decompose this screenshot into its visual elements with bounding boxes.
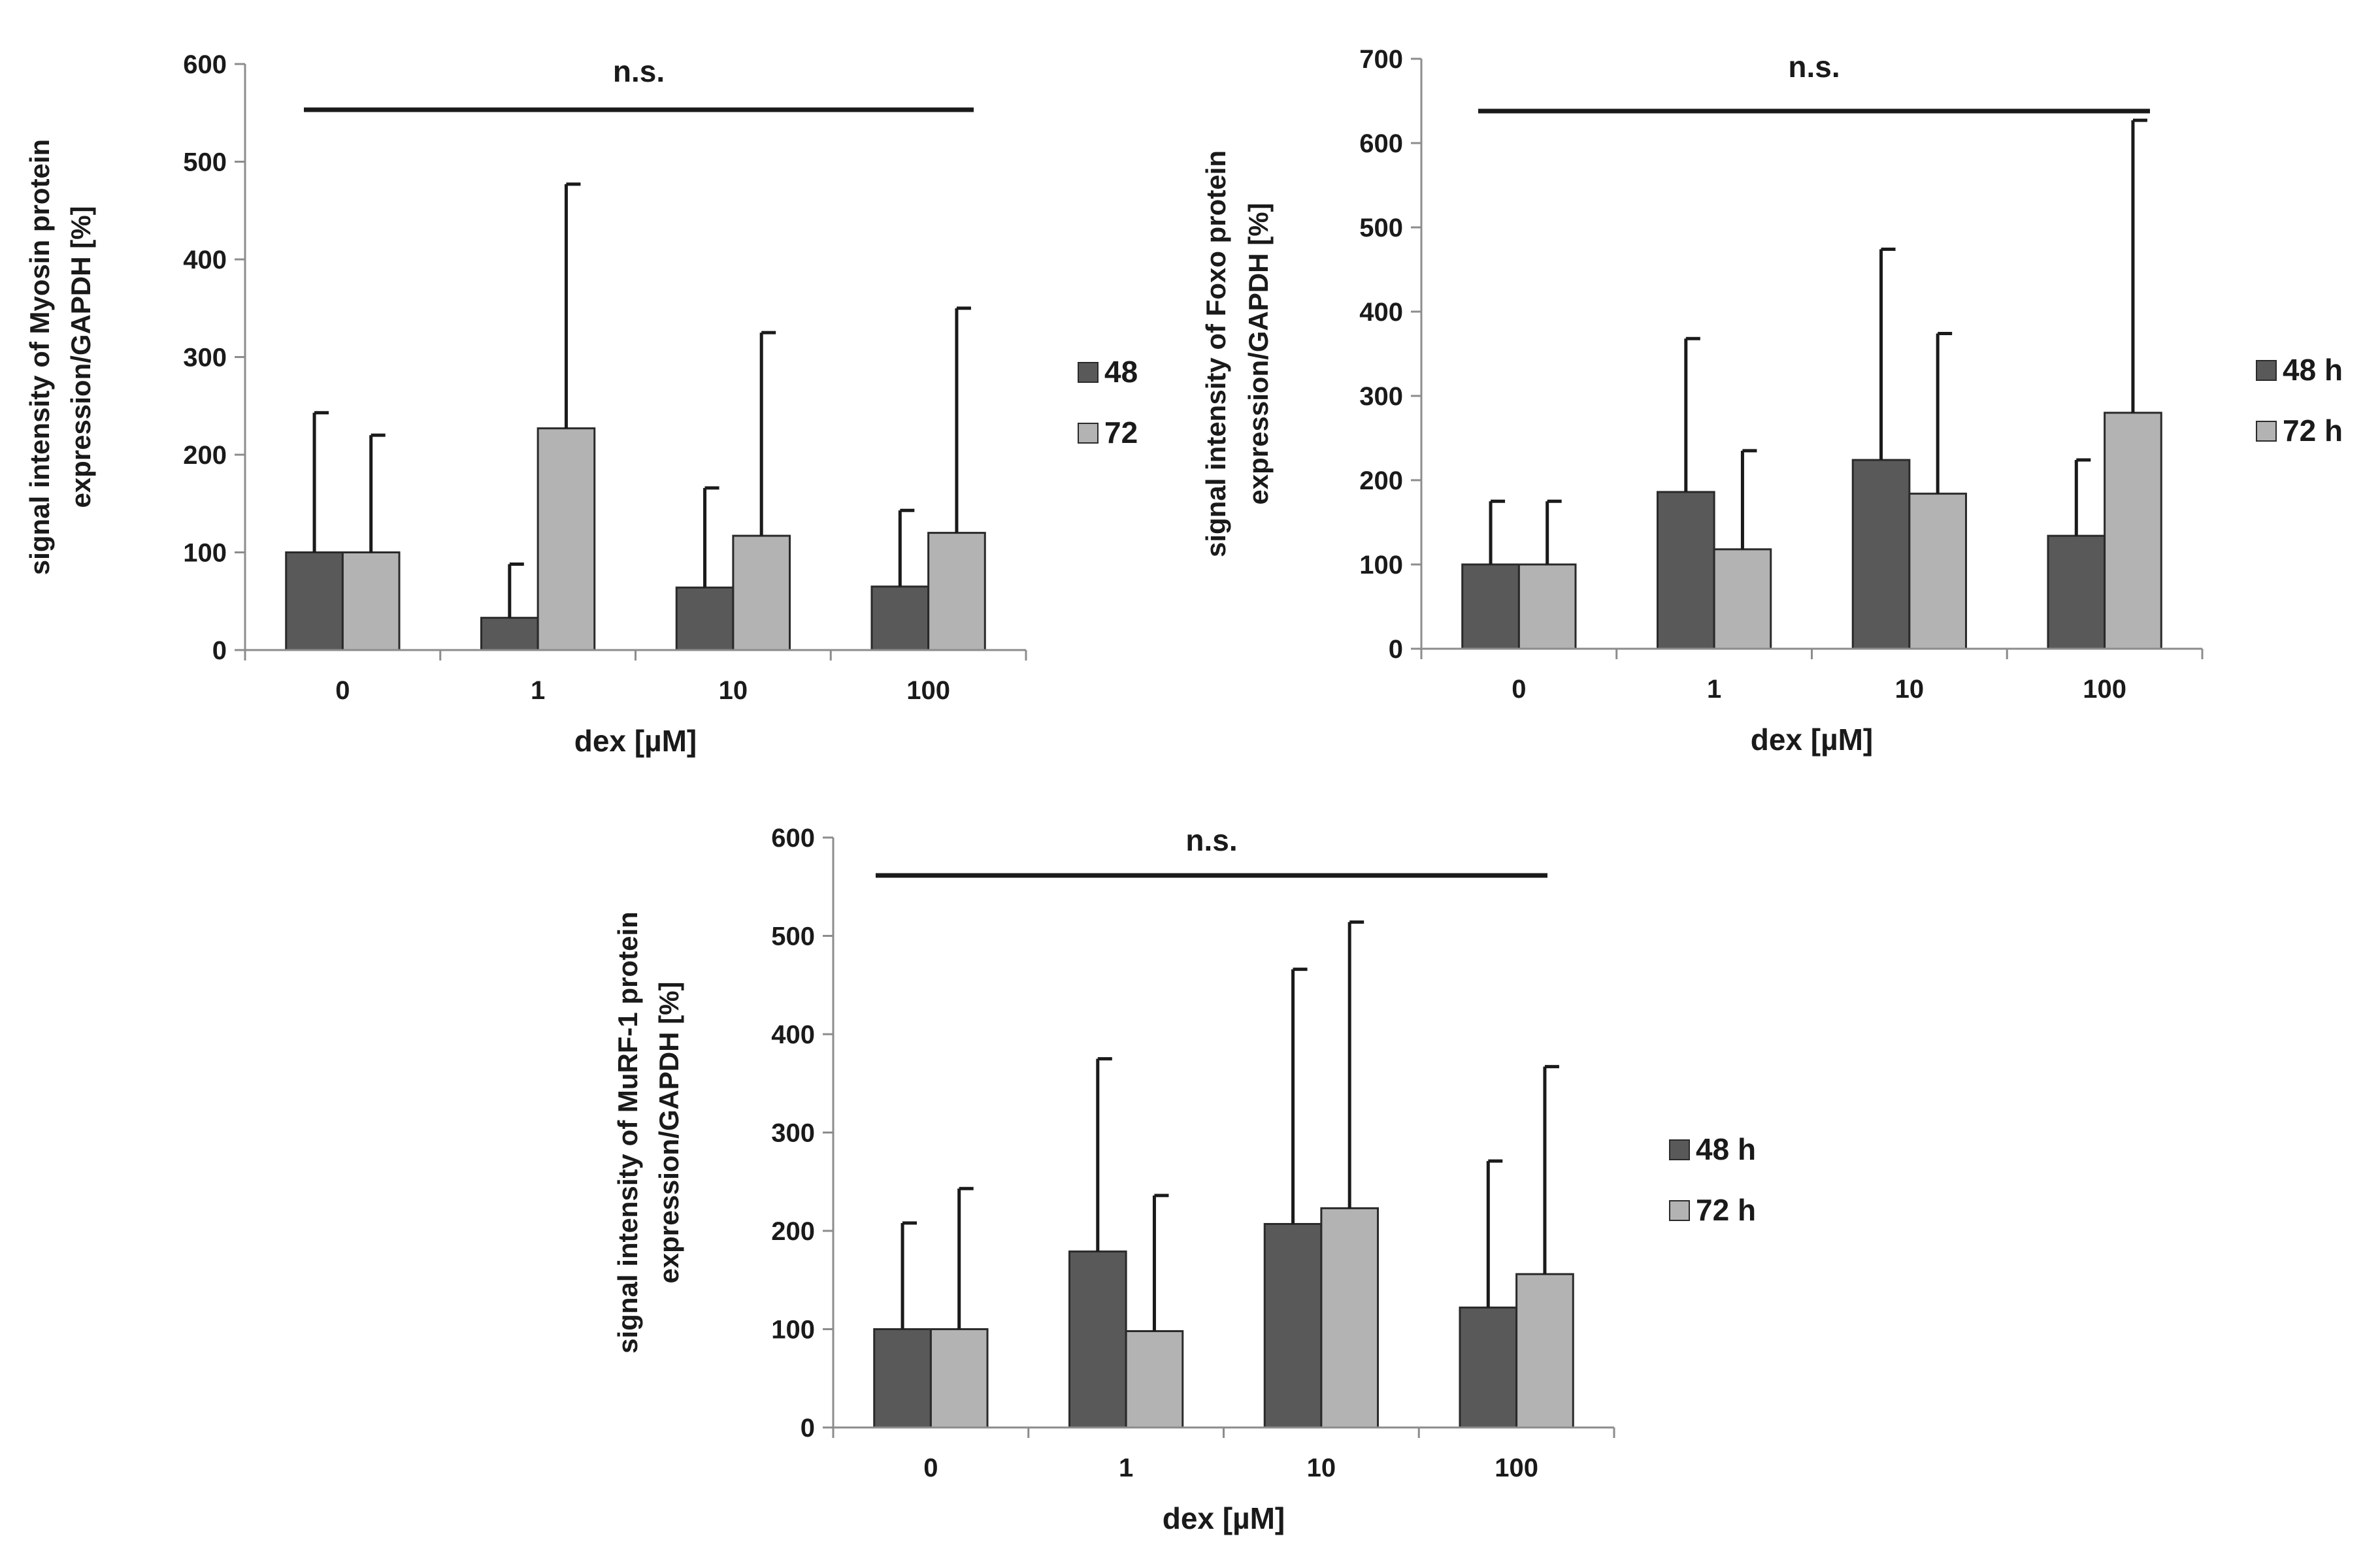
bar-72h-10: [1320, 1207, 1380, 1429]
legend-label: 48 h: [1696, 1132, 1756, 1166]
bar-72-10: [732, 534, 791, 651]
bar-48h-1: [1068, 1250, 1127, 1429]
x-tick-label: 0: [923, 1454, 938, 1482]
y-tick-label: 400: [1359, 298, 1403, 327]
x-tick-label: 10: [719, 676, 748, 705]
bar-72h-0: [1517, 563, 1577, 650]
legend-swatch-48h: [1669, 1139, 1690, 1160]
legend-label: 72 h: [1696, 1193, 1756, 1227]
x-tick-label: 10: [1307, 1454, 1336, 1482]
bar-48h-0: [1461, 563, 1520, 650]
x-axis-label: dex [µM]: [1163, 1501, 1285, 1535]
bar-72h-100: [1515, 1273, 1574, 1429]
x-tick-label: 100: [1495, 1454, 1538, 1482]
bar-48-0: [285, 551, 344, 651]
legend-swatch-48h: [2256, 360, 2277, 381]
significance-label: n.s.: [1185, 823, 1237, 857]
y-tick-label: 0: [212, 636, 227, 665]
legend-swatch-48: [1078, 362, 1099, 383]
legend-label: 48 h: [2283, 353, 2343, 387]
y-tick-label: 100: [1359, 551, 1403, 579]
y-tick-label: 300: [771, 1119, 815, 1148]
y-tick-label: 100: [183, 539, 227, 568]
x-tick-label: 1: [531, 676, 545, 705]
x-axis-label: dex [µM]: [1751, 723, 1874, 757]
bar-48h-1: [1656, 491, 1715, 650]
y-axis-label-line2: expression/GAPDH [%]: [65, 206, 96, 508]
legend: 48 h 72 h: [2256, 353, 2343, 448]
x-axis-label: dex [µM]: [574, 724, 697, 758]
x-tick-label: 0: [1512, 675, 1526, 704]
bar-72-100: [927, 532, 986, 651]
x-tick-label: 0: [335, 676, 350, 705]
y-tick-label: 600: [1359, 129, 1403, 158]
significance-label: n.s.: [613, 54, 665, 88]
y-tick-label: 300: [183, 344, 227, 372]
chart-murf1: 0 100 200 300 400 500 600 0 1 10 100 dex [µM] signal…: [612, 823, 1756, 1535]
legend-swatch-72h: [1669, 1200, 1690, 1221]
y-tick-label: 200: [771, 1217, 815, 1246]
y-tick-label: 200: [183, 441, 227, 470]
y-tick-label: 500: [183, 148, 227, 177]
legend-label: 72 h: [2283, 414, 2343, 448]
y-tick-label: 600: [771, 824, 815, 853]
y-tick-label: 0: [1389, 635, 1403, 664]
bar-48-1: [480, 617, 539, 651]
y-tick-label: 700: [1359, 45, 1403, 74]
y-axis-label-line1: signal intensity of Myosin protein: [24, 139, 55, 575]
x-tick-label: 10: [1895, 675, 1925, 704]
y-axis-label-line2: expression/GAPDH [%]: [1243, 203, 1274, 504]
bar-48-100: [870, 585, 930, 651]
y-axis-label-line1: signal intensity of Foxo protein: [1200, 150, 1231, 557]
chart-foxo: 0 100 200 300 400 500 600 700 0 1 10 100 dex [µM] sig…: [1200, 45, 2343, 757]
x-tick-label: 100: [2083, 675, 2126, 704]
y-tick-label: 600: [183, 50, 227, 79]
bar-48h-0: [873, 1328, 932, 1429]
y-axis-label-line1: signal intensity of MuRF-1 protein: [612, 911, 643, 1354]
bar-48h-10: [1851, 459, 1911, 650]
legend-label: 48: [1104, 355, 1138, 389]
y-tick-label: 200: [1359, 466, 1403, 495]
x-tick-label: 100: [906, 676, 950, 705]
bar-48h-100: [2047, 534, 2106, 650]
bar-48h-10: [1263, 1222, 1323, 1429]
bar-48-10: [675, 586, 735, 651]
bar-48h-100: [1459, 1306, 1518, 1429]
y-tick-label: 500: [1359, 214, 1403, 242]
legend-swatch-72h: [2256, 421, 2277, 442]
x-tick-label: 1: [1707, 675, 1721, 704]
legend: 48 72: [1078, 355, 1138, 449]
bar-72h-100: [2104, 412, 2162, 650]
legend: 48 h 72 h: [1669, 1132, 1756, 1227]
chart-myosin: 0 100 200 300 400 500 600 0 1 10 100 dex [µM] signal…: [24, 50, 1138, 758]
legend-label: 72: [1104, 416, 1138, 449]
x-tick-label: 1: [1119, 1454, 1133, 1482]
y-tick-label: 0: [801, 1414, 815, 1443]
y-tick-label: 500: [771, 922, 815, 951]
y-tick-label: 100: [771, 1316, 815, 1345]
bar-72h-1: [1713, 548, 1772, 650]
y-tick-label: 400: [771, 1020, 815, 1049]
bar-72h-10: [1908, 493, 1968, 650]
significance-label: n.s.: [1788, 50, 1840, 84]
y-tick-label: 400: [183, 246, 227, 274]
legend-swatch-72: [1078, 423, 1099, 444]
bar-72-1: [537, 427, 596, 651]
bar-72h-0: [929, 1328, 989, 1429]
bar-72-0: [341, 551, 401, 651]
y-tick-label: 300: [1359, 382, 1403, 411]
bar-72h-1: [1125, 1330, 1184, 1429]
y-axis-label-line2: expression/GAPDH [%]: [653, 981, 684, 1283]
